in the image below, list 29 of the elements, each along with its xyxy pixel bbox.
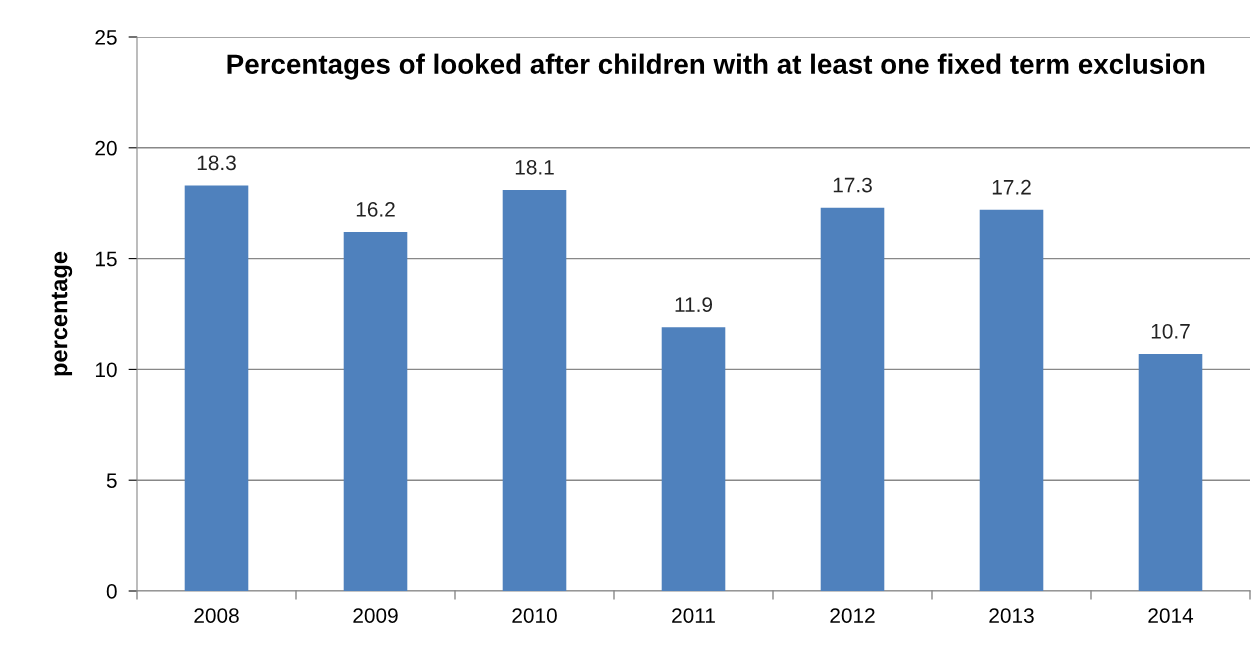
y-tick-label: 20 xyxy=(95,140,117,156)
bar xyxy=(184,185,249,591)
x-tick-label: 2010 xyxy=(512,608,557,623)
y-tick-label: 0 xyxy=(106,584,117,599)
data-label: 17.3 xyxy=(833,177,872,193)
x-tick-label: 2009 xyxy=(353,608,398,623)
bar xyxy=(820,207,885,591)
bar xyxy=(343,232,408,591)
bar xyxy=(502,189,567,591)
data-label: 11.9 xyxy=(675,297,713,313)
y-tick-label: 25 xyxy=(95,30,117,45)
bar xyxy=(661,327,726,591)
y-tick-label: 10 xyxy=(95,362,117,378)
bar xyxy=(1138,353,1203,591)
text: Percentages of looked after children with at least one fixed term exclusion xyxy=(227,53,1205,80)
data-label: 10.7 xyxy=(1151,323,1190,339)
data-label: 18.3 xyxy=(197,155,236,171)
data-label: 16.2 xyxy=(356,202,395,217)
x-tick-label: 2011 xyxy=(672,608,715,623)
x-tick-label: 2013 xyxy=(989,608,1034,623)
data-label: 18.1 xyxy=(515,159,554,175)
data-label: 17.2 xyxy=(992,179,1031,195)
y-axis-title: percentage xyxy=(51,251,73,376)
x-tick-label: 2012 xyxy=(830,608,875,623)
bar xyxy=(979,209,1044,591)
x-tick-label: 2014 xyxy=(1148,608,1194,623)
y-tick-label: 5 xyxy=(106,473,117,488)
x-tick-label: 2008 xyxy=(194,608,239,623)
y-tick-label: 15 xyxy=(95,251,117,267)
